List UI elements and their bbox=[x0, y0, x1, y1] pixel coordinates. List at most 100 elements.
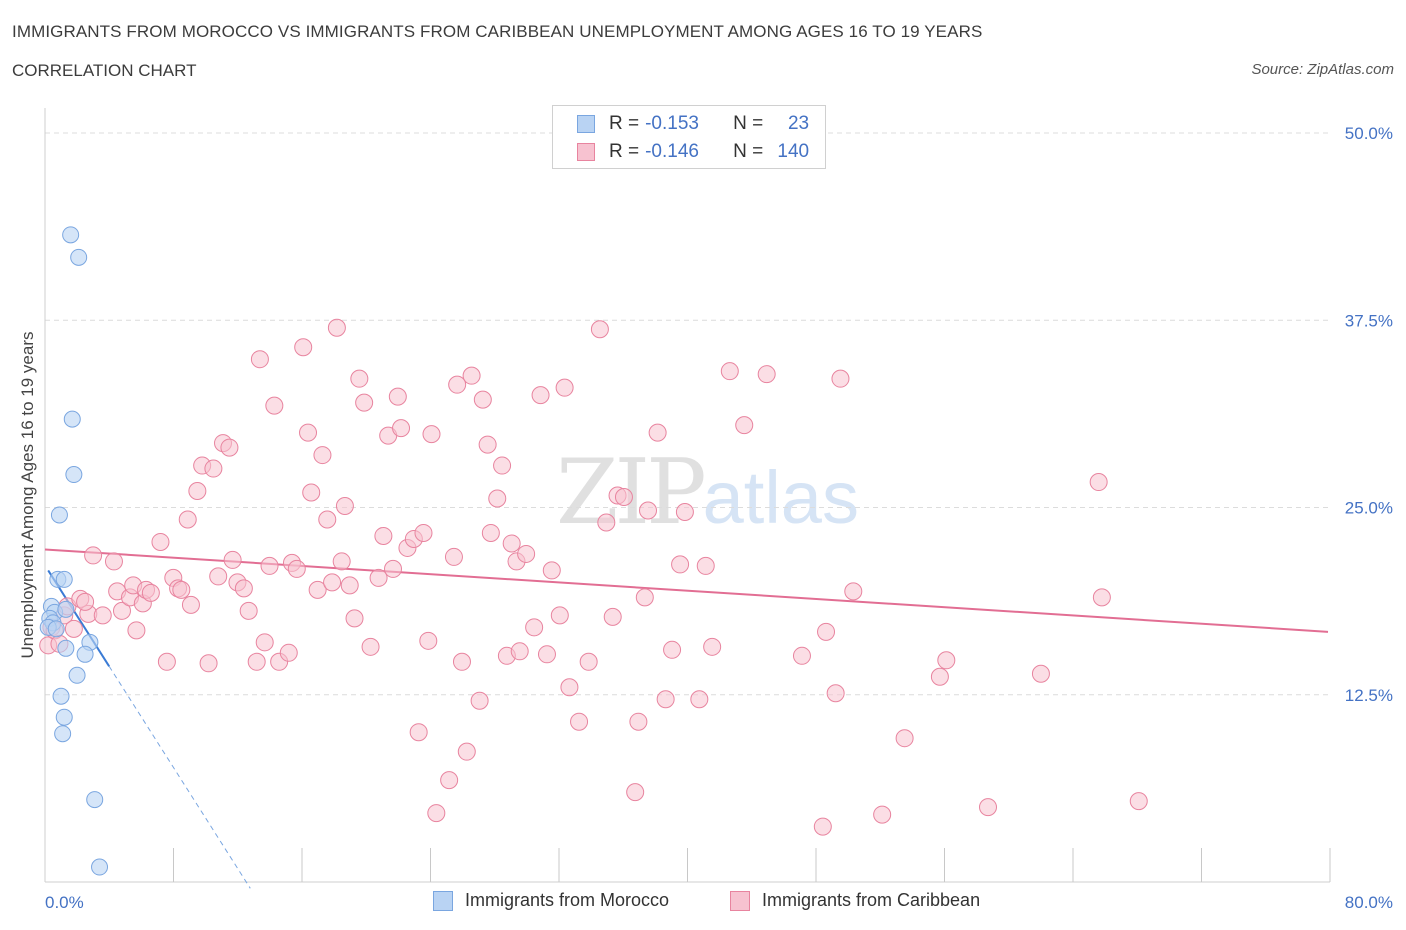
point-caribbean bbox=[690, 690, 709, 709]
point-caribbean bbox=[478, 435, 497, 454]
point-caribbean bbox=[555, 378, 574, 397]
point-caribbean bbox=[392, 419, 411, 438]
point-caribbean bbox=[157, 652, 176, 671]
point-caribbean bbox=[414, 523, 433, 542]
point-caribbean bbox=[151, 532, 170, 551]
point-caribbean bbox=[757, 365, 776, 384]
x-tick-label-min: 0.0% bbox=[45, 893, 84, 912]
point-caribbean bbox=[384, 559, 403, 578]
point-caribbean bbox=[817, 622, 836, 641]
series-morocco-points bbox=[39, 226, 109, 876]
point-caribbean bbox=[735, 416, 754, 435]
point-caribbean bbox=[671, 555, 690, 574]
point-caribbean bbox=[308, 580, 327, 599]
point-caribbean bbox=[656, 690, 675, 709]
point-caribbean bbox=[502, 534, 521, 553]
point-caribbean bbox=[265, 396, 284, 415]
point-caribbean bbox=[696, 556, 715, 575]
point-caribbean bbox=[374, 526, 393, 545]
legend-n-value-morocco: 23 bbox=[787, 113, 810, 134]
point-caribbean bbox=[299, 423, 318, 442]
point-caribbean bbox=[369, 568, 388, 587]
point-caribbean bbox=[141, 583, 160, 602]
point-morocco bbox=[65, 466, 83, 484]
point-morocco bbox=[52, 687, 70, 705]
y-tick-label: 50.0% bbox=[1345, 124, 1393, 143]
legend-n-value-caribbean: 140 bbox=[777, 141, 810, 162]
point-caribbean bbox=[1089, 473, 1108, 492]
bottom-legend-swatch-caribbean bbox=[730, 890, 750, 911]
bottom-legend-label-caribbean: Immigrants from Caribbean bbox=[762, 890, 981, 910]
bottom-legend-morocco: Immigrants from Morocco bbox=[433, 890, 669, 911]
bottom-legend-label-morocco: Immigrants from Morocco bbox=[465, 890, 670, 910]
point-caribbean bbox=[444, 547, 463, 566]
point-morocco bbox=[76, 645, 94, 663]
legend-n-label-morocco: N = bbox=[733, 113, 764, 134]
point-caribbean bbox=[639, 501, 658, 520]
point-caribbean bbox=[220, 438, 239, 457]
point-caribbean bbox=[279, 643, 298, 662]
point-caribbean bbox=[510, 642, 529, 661]
bottom-legend-caribbean: Immigrants from Caribbean bbox=[730, 890, 980, 911]
point-caribbean bbox=[247, 652, 266, 671]
point-caribbean bbox=[531, 386, 550, 405]
trend-lines bbox=[44, 548, 1329, 889]
point-caribbean bbox=[388, 387, 407, 406]
point-caribbean bbox=[250, 350, 269, 369]
point-caribbean bbox=[703, 637, 722, 656]
point-caribbean bbox=[895, 729, 914, 748]
point-caribbean bbox=[104, 552, 123, 571]
point-caribbean bbox=[663, 640, 682, 659]
point-caribbean bbox=[64, 619, 83, 638]
point-caribbean bbox=[493, 456, 512, 475]
point-caribbean bbox=[844, 582, 863, 601]
point-caribbean bbox=[76, 592, 95, 611]
point-caribbean bbox=[327, 318, 346, 337]
point-caribbean bbox=[537, 645, 556, 664]
point-caribbean bbox=[302, 483, 321, 502]
axes bbox=[44, 108, 1331, 883]
point-morocco bbox=[47, 620, 65, 638]
point-caribbean bbox=[260, 556, 279, 575]
point-caribbean bbox=[294, 338, 313, 357]
point-caribbean bbox=[112, 601, 131, 620]
point-caribbean bbox=[570, 712, 589, 731]
point-caribbean bbox=[223, 550, 242, 569]
point-caribbean bbox=[188, 482, 207, 501]
point-caribbean bbox=[209, 567, 228, 586]
point-caribbean bbox=[84, 546, 103, 565]
point-caribbean bbox=[422, 425, 441, 444]
point-caribbean bbox=[930, 667, 949, 686]
point-caribbean bbox=[525, 618, 544, 637]
legend-r-label-morocco: R = bbox=[609, 113, 640, 134]
point-caribbean bbox=[473, 390, 492, 409]
point-caribbean bbox=[419, 631, 438, 650]
point-caribbean bbox=[457, 742, 476, 761]
y-tick-label: 37.5% bbox=[1345, 311, 1393, 330]
point-caribbean bbox=[560, 678, 579, 697]
point-morocco bbox=[91, 858, 109, 876]
point-morocco bbox=[57, 600, 75, 618]
point-caribbean bbox=[579, 652, 598, 671]
point-caribbean bbox=[313, 446, 332, 465]
point-morocco bbox=[55, 708, 73, 726]
legend-row-caribbean: R = -0.146 N = 140 bbox=[577, 140, 809, 164]
point-caribbean bbox=[517, 544, 536, 563]
point-caribbean bbox=[172, 580, 191, 599]
point-caribbean bbox=[626, 783, 645, 802]
x-tick-label-max: 80.0% bbox=[1345, 893, 1393, 912]
legend-swatch-caribbean bbox=[577, 143, 595, 161]
point-morocco bbox=[54, 725, 72, 743]
point-caribbean bbox=[603, 607, 622, 626]
point-caribbean bbox=[629, 712, 648, 731]
point-caribbean bbox=[470, 691, 489, 710]
point-caribbean bbox=[648, 423, 667, 442]
point-caribbean bbox=[937, 651, 956, 670]
correlation-legend: R = -0.153 N = 23 R = -0.146 N = 140 bbox=[552, 105, 826, 169]
trend-line-caribbean bbox=[44, 548, 1329, 633]
point-caribbean bbox=[720, 362, 739, 381]
point-caribbean bbox=[831, 369, 850, 388]
point-caribbean bbox=[979, 798, 998, 817]
point-caribbean bbox=[93, 606, 112, 625]
point-caribbean bbox=[199, 654, 218, 673]
